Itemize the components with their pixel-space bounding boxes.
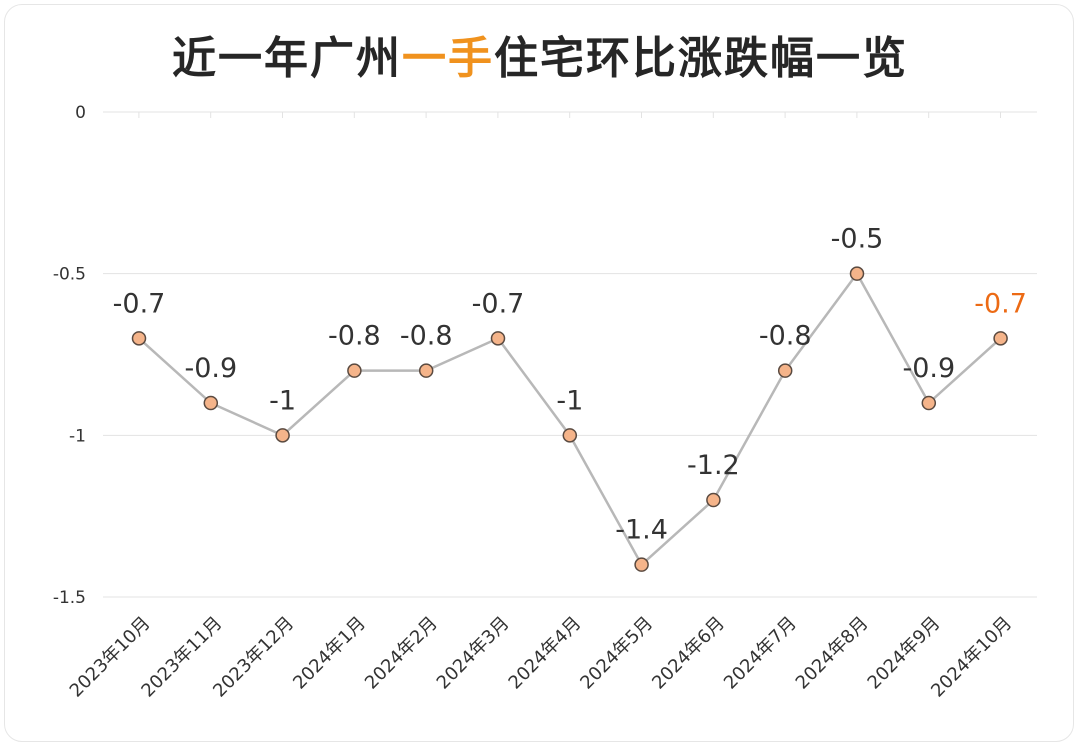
data-point [921,395,937,411]
data-point [777,363,793,378]
data-label: -0.7 [974,288,1027,319]
grid-lines [103,111,1037,598]
data-label: -1.2 [687,450,740,481]
chart-title: 近一年广州一手住宅环比涨跌幅一览 [0,22,1080,86]
data-label: -0.9 [902,353,955,384]
data-point [131,331,147,346]
data-label: -1 [556,385,583,416]
x-tick-label: 2024年7月 [720,613,801,694]
data-point [993,331,1008,346]
data-point [347,363,362,378]
x-tick-label: 2024年8月 [792,613,873,694]
title-suffix: 住宅环比涨跌幅一览 [494,33,908,84]
x-tick-label: 2024年3月 [433,613,514,694]
data-label: -0.8 [400,321,453,352]
data-point [490,331,506,346]
x-tick-label: 2024年5月 [576,613,657,694]
data-point [275,428,290,443]
data-point [706,492,721,508]
data-point [849,266,865,281]
data-point [562,428,578,443]
data-label: -0.8 [328,321,381,352]
y-tick-label: -1 [69,426,86,446]
y-tick-label: -1.5 [53,588,86,608]
data-label: -1.4 [615,515,668,546]
data-label: -0.7 [113,288,166,319]
y-tick-label: 0 [75,103,86,123]
x-axis-labels: 2023年10月2023年11月2023年12月2024年1月2024年2月20… [66,613,1016,702]
chart-frame [4,4,1074,742]
data-label: -0.8 [759,321,812,352]
x-tick-label: 2024年6月 [648,613,729,694]
x-tick-label: 2024年1月 [289,613,370,694]
x-tick-label: 2024年4月 [505,613,586,694]
data-label: -0.7 [472,288,525,319]
series-line [138,272,1002,566]
data-point [634,557,649,572]
y-tick-label: -0.5 [53,265,86,285]
data-label: -0.9 [184,353,237,384]
data-point [203,395,219,411]
y-axis-ticks: 0 -0.5 -1 -1.5 [53,103,86,608]
data-label: -1 [269,385,296,416]
data-point [418,363,434,378]
series-line-path [138,272,1002,566]
data-labels: -0.7 -0.9 -1 -0.8 -0.8 -0.7 -1 -1.4 -1.2 -0.8 -0.5… [113,224,1027,546]
title-prefix: 近一年广州 [172,33,402,84]
title-highlight: 一手 [402,33,494,84]
data-label: -0.5 [831,224,884,255]
x-tick-label: 2024年2月 [361,613,442,694]
data-points [131,266,1008,572]
